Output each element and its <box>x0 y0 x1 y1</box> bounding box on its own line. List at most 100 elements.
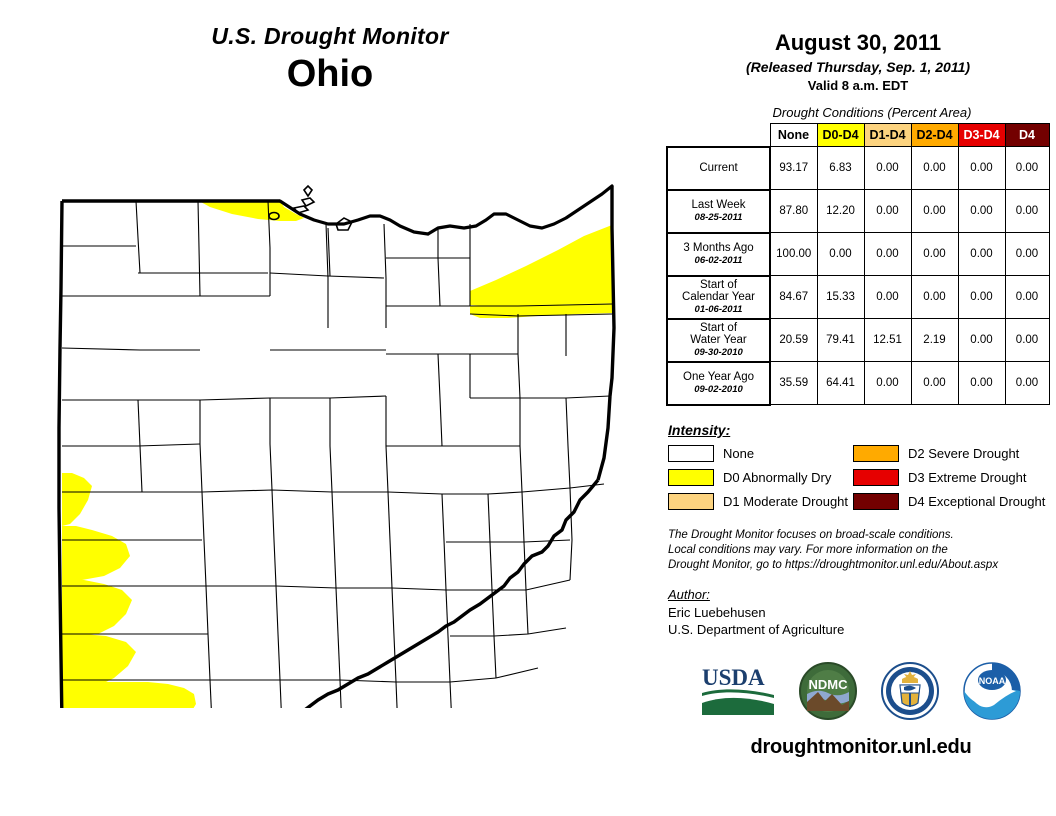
legend-label-d2: D2 Severe Drought <box>908 445 1020 461</box>
row-label-3-months-ago: 3 Months Ago 06-02-2011 <box>666 231 771 277</box>
disclaimer-line-3: Drought Monitor, go to https://droughtmo… <box>668 559 999 572</box>
logo-row: USDA NDMC <box>660 661 1056 726</box>
legend-label-d4: D4 Exceptional Drought <box>908 493 1046 509</box>
author-title: Author: <box>668 587 710 603</box>
svg-text:NDMC: NDMC <box>809 677 849 692</box>
cell-current-d2d4: 0.00 <box>910 146 959 191</box>
noaa-logo: NOAA <box>962 661 1022 726</box>
cell-calyear-d0d4: 15.33 <box>816 275 865 320</box>
state-base-layer <box>59 186 614 688</box>
cell-oneyear-none: 35.59 <box>769 361 818 406</box>
cell-calyear-d4: 0.00 <box>1004 275 1050 320</box>
table-body: Current 93.17 6.83 0.00 0.00 0.00 0.00 L… <box>666 145 1050 406</box>
row-label-date: 06-02-2011 <box>694 254 743 266</box>
legend-item-d1: D1 Moderate Drought <box>668 492 853 510</box>
author-name: Eric Luebehusen <box>668 605 766 621</box>
program-title: U.S. Drought Monitor <box>211 23 449 49</box>
cell-oneyear-d1d4: 0.00 <box>863 361 912 406</box>
table-row-3-months-ago: 3 Months Ago 06-02-2011 100.00 0.00 0.00… <box>666 231 1050 277</box>
table-header-row: None D0-D4 D1-D4 D2-D4 D3-D4 D4 <box>667 123 1050 148</box>
legend-item-none: None <box>668 444 853 462</box>
d0-region-north-lake <box>199 201 304 221</box>
table-corner-cell <box>667 124 770 147</box>
swatch-d4 <box>853 492 899 510</box>
row-label-text: 3 Months Ago <box>683 242 754 255</box>
cell-current-d4: 0.00 <box>1004 146 1050 191</box>
swatch-none <box>668 444 714 462</box>
cell-current-d1d4: 0.00 <box>863 146 912 191</box>
legend-label-d3: D3 Extreme Drought <box>908 469 1027 485</box>
table-row-last-week: Last Week 08-25-2011 87.80 12.20 0.00 0.… <box>666 188 1050 234</box>
ndmc-logo: NDMC <box>798 661 858 726</box>
disclaimer-line-1: The Drought Monitor focuses on broad-sca… <box>668 528 954 541</box>
title-block: U.S. Drought Monitor Ohio <box>0 23 660 97</box>
legend-grid: None D2 Severe Drought D0 Abnormally Dry… <box>668 444 1056 510</box>
cell-lastweek-d2d4: 0.00 <box>910 189 959 234</box>
d0-region-southwest <box>62 682 196 708</box>
d0-region-northeast <box>470 225 612 306</box>
lake-erie-shoreline <box>278 184 614 236</box>
map-svg <box>57 184 616 708</box>
valid-time: Valid 8 a.m. EDT <box>807 78 909 94</box>
row-label-date: 09-30-2010 <box>694 347 743 359</box>
swatch-d1 <box>668 492 714 510</box>
ohio-state-fill <box>59 186 614 688</box>
row-label-start-water-year: Start of Water Year 09-30-2010 <box>666 317 771 363</box>
legend-label-d0: D0 Abnormally Dry <box>723 469 832 485</box>
col-header-d3d4: D3-D4 <box>957 123 1006 148</box>
cell-calyear-d3d4: 0.00 <box>957 275 1006 320</box>
row-label-current: Current <box>666 145 771 191</box>
cell-lastweek-d4: 0.00 <box>1004 189 1050 234</box>
cell-3months-d0d4: 0.00 <box>816 232 865 277</box>
row-label-last-week: Last Week 08-25-2011 <box>666 188 771 234</box>
col-header-d1d4: D1-D4 <box>863 123 912 148</box>
author-block: Author: Eric Luebehusen U.S. Department … <box>660 587 1056 639</box>
cell-3months-none: 100.00 <box>769 232 818 277</box>
cell-lastweek-none: 87.80 <box>769 189 818 234</box>
d0-region-west-upper <box>62 473 92 526</box>
d0-region-west-mid2 <box>62 580 132 636</box>
row-label-start-calendar-year: Start of Calendar Year 01-06-2011 <box>666 274 771 320</box>
svg-text:NOAA: NOAA <box>979 676 1006 686</box>
col-header-d4: D4 <box>1004 123 1050 148</box>
col-header-none: None <box>769 123 818 148</box>
usdc-noaa-seal-logo <box>880 661 940 726</box>
cell-3months-d4: 0.00 <box>1004 232 1050 277</box>
cell-current-d0d4: 6.83 <box>816 146 865 191</box>
cell-current-none: 93.17 <box>769 146 818 191</box>
cell-lastweek-d0d4: 12.20 <box>816 189 865 234</box>
row-label-text: Start of Calendar Year <box>682 278 755 304</box>
map-date: August 30, 2011 <box>774 30 942 55</box>
legend-item-d3: D3 Extreme Drought <box>853 468 1053 486</box>
table-row-one-year-ago: One Year Ago 09-02-2010 35.59 64.41 0.00… <box>666 360 1050 406</box>
table-row-start-calendar-year: Start of Calendar Year 01-06-2011 84.67 1… <box>666 274 1050 320</box>
state-outline <box>57 186 616 708</box>
cell-wateryear-d4: 0.00 <box>1004 318 1050 363</box>
swatch-d0 <box>668 468 714 486</box>
cell-oneyear-d2d4: 0.00 <box>910 361 959 406</box>
col-header-d0d4: D0-D4 <box>816 123 865 148</box>
disclaimer-text: The Drought Monitor focuses on broad-sca… <box>660 528 1056 574</box>
drought-conditions-table: None D0-D4 D1-D4 D2-D4 D3-D4 D4 Current … <box>666 123 1050 406</box>
author-affiliation: U.S. Department of Agriculture <box>668 622 845 638</box>
release-date: (Released Thursday, Sep. 1, 2011) <box>745 59 971 76</box>
table-caption: Drought Conditions (Percent Area) <box>772 105 972 121</box>
cell-current-d3d4: 0.00 <box>957 146 1006 191</box>
legend-item-d4: D4 Exceptional Drought <box>853 492 1053 510</box>
row-label-text: Current <box>699 161 738 174</box>
intensity-title: Intensity: <box>668 421 731 438</box>
cell-lastweek-d1d4: 0.00 <box>863 189 912 234</box>
col-header-d2d4: D2-D4 <box>910 123 959 148</box>
cell-lastweek-d3d4: 0.00 <box>957 189 1006 234</box>
row-label-text: Start of Water Year <box>690 321 747 347</box>
row-label-one-year-ago: One Year Ago 09-02-2010 <box>666 360 771 406</box>
ohio-drought-map <box>18 128 654 708</box>
d0-region-northeast-lower <box>470 291 612 318</box>
cell-3months-d2d4: 0.00 <box>910 232 959 277</box>
cell-wateryear-d1d4: 12.51 <box>863 318 912 363</box>
legend-item-d2: D2 Severe Drought <box>853 444 1053 462</box>
swatch-d2 <box>853 444 899 462</box>
row-label-text: Last Week <box>691 199 746 212</box>
cell-oneyear-d4: 0.00 <box>1004 361 1050 406</box>
cell-calyear-d1d4: 0.00 <box>863 275 912 320</box>
